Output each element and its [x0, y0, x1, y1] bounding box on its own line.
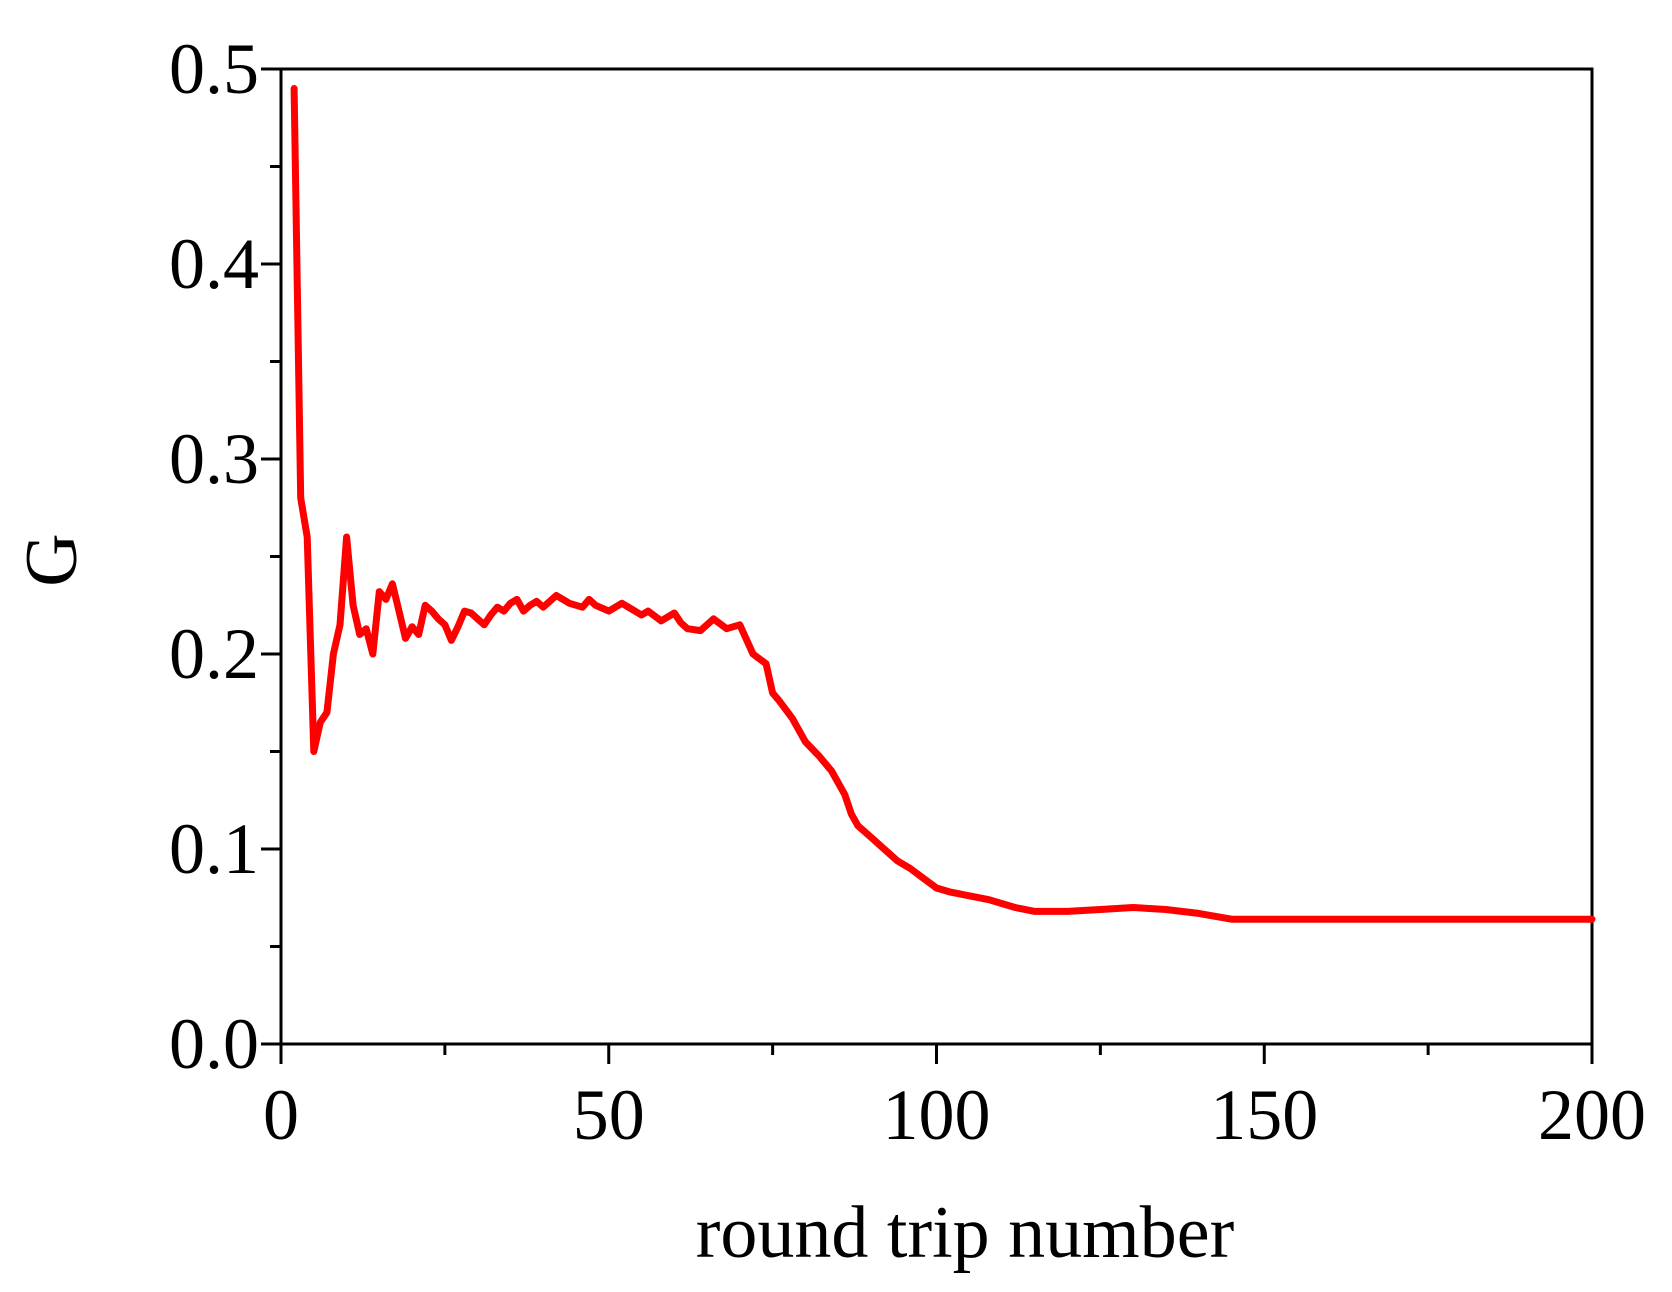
x-tick-label: 0 [263, 1075, 299, 1155]
x-tick-label: 200 [1538, 1075, 1646, 1155]
y-axis-ticks: 0.0 0.1 0.2 0.3 0.4 0.5 [169, 29, 281, 1084]
x-tick-label: 150 [1210, 1075, 1318, 1155]
y-tick-label: 0.3 [169, 419, 259, 499]
plot-frame [279, 67, 1594, 1046]
x-axis-ticks: 0 50 100 150 200 [263, 1044, 1646, 1155]
x-tick-label: 50 [573, 1075, 645, 1155]
y-tick-label: 0.2 [169, 614, 259, 694]
y-tick-label: 0.1 [169, 809, 259, 889]
y-tick-label: 0.0 [169, 1004, 259, 1084]
y-tick-label: 0.4 [169, 224, 259, 304]
x-tick-label: 100 [883, 1075, 991, 1155]
series-line-0 [290, 85, 1596, 923]
y-tick-label: 0.5 [169, 29, 259, 109]
series-layer [290, 85, 1596, 923]
y-axis-title: G [11, 533, 93, 586]
x-axis-title: round trip number [696, 1192, 1234, 1274]
